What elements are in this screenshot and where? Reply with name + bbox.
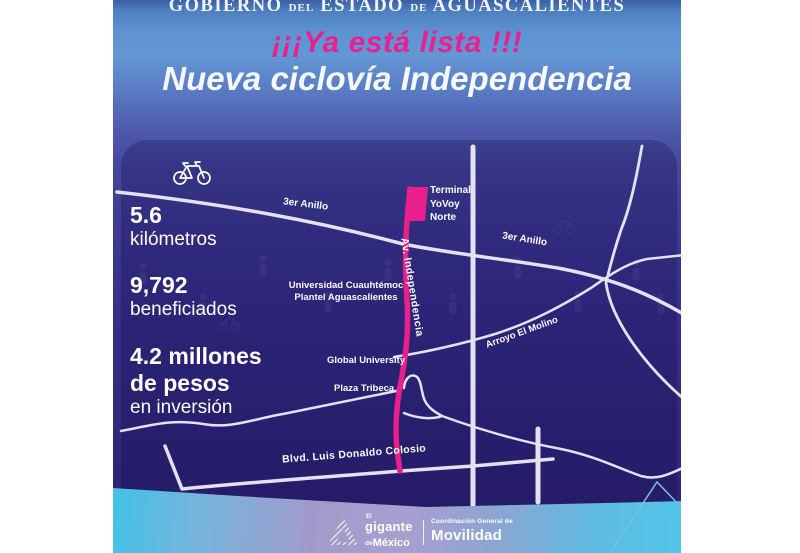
ciclovia-infographic: Terminal YoVoy Norte 3er Anillo 3er Anil… — [113, 0, 681, 553]
gov-word-aguascalientes: AGUASCALIENTES — [432, 0, 626, 16]
road-3er-anillo — [115, 190, 681, 315]
terminal-line3: Norte — [430, 212, 457, 223]
road-northeast — [604, 144, 681, 399]
page-title: Nueva ciclovía Independencia — [162, 60, 632, 97]
label-global-university: Global University — [327, 355, 406, 366]
government-title: GOBIERNO DEL ESTADO DE AGUASCALIENTES — [113, 0, 681, 17]
stat-beneficiaries-value: 9,792 — [130, 272, 188, 298]
gigante-name: gigante — [365, 519, 413, 534]
stat-kilometers-label: kilómetros — [130, 229, 217, 250]
gov-word-del: DEL — [288, 2, 315, 14]
road-arroyo-el-molino — [392, 254, 681, 359]
triangle-outline — [609, 480, 681, 553]
gov-word-estado: ESTADO — [320, 0, 405, 16]
stat-investment-value-line1: 4.2 millones — [130, 343, 262, 369]
gov-word-de: DE — [410, 2, 428, 14]
label-plaza-tribeca: Plaza Tribeca — [334, 383, 395, 394]
gigante-de: de — [365, 540, 373, 547]
stat-beneficiaries-label: beneficiados — [130, 299, 237, 320]
coordinacion-text: Coordinación General de — [431, 518, 513, 525]
label-terminal-yovoy-norte: Terminal YoVoy Norte — [430, 184, 471, 225]
road-southeast — [440, 414, 681, 479]
stat-kilometers-value: 5.6 — [130, 202, 162, 228]
map-roads — [115, 144, 681, 511]
bicycle-icon — [171, 156, 213, 191]
route-terminal-flag — [407, 187, 428, 221]
movilidad-logo: Coordinación General de Movilidad — [431, 518, 513, 544]
ready-banner: ¡¡¡Ya está lista !!! — [271, 26, 523, 59]
stat-investment-value-line2: de pesos — [130, 370, 230, 396]
road-tribeca — [119, 388, 403, 433]
map-card — [121, 140, 677, 553]
stat-investment-label: en inversión — [130, 397, 233, 418]
cycleway-route — [393, 186, 428, 474]
terminal-line2: YoVoy — [430, 198, 460, 210]
universidad-line2: Plantel Aguascalientes — [294, 291, 398, 303]
road-loop — [402, 374, 444, 420]
universidad-line1: Universidad Cuauhtémoc — [288, 280, 404, 291]
gov-word-gobierno: GOBIERNO — [168, 0, 283, 16]
logo-divider — [423, 520, 424, 545]
label-universidad-cuauhtemoc: Universidad Cuauhtémoc Plantel Aguascali… — [281, 280, 411, 303]
road-lines — [115, 144, 681, 511]
gigante-el: El — [366, 514, 372, 520]
gigante-mexico: México — [372, 537, 410, 549]
gigante-demexico: deMéxico — [365, 534, 413, 550]
terminal-line1: Terminal — [430, 185, 471, 196]
gigante-de-mexico-logo: El gigante deMéxico — [365, 514, 413, 550]
road-colosio — [163, 444, 555, 491]
movilidad-text: Movilidad — [431, 526, 502, 544]
gigante-emblem-icon — [327, 515, 359, 552]
route-av-independencia — [393, 186, 413, 474]
